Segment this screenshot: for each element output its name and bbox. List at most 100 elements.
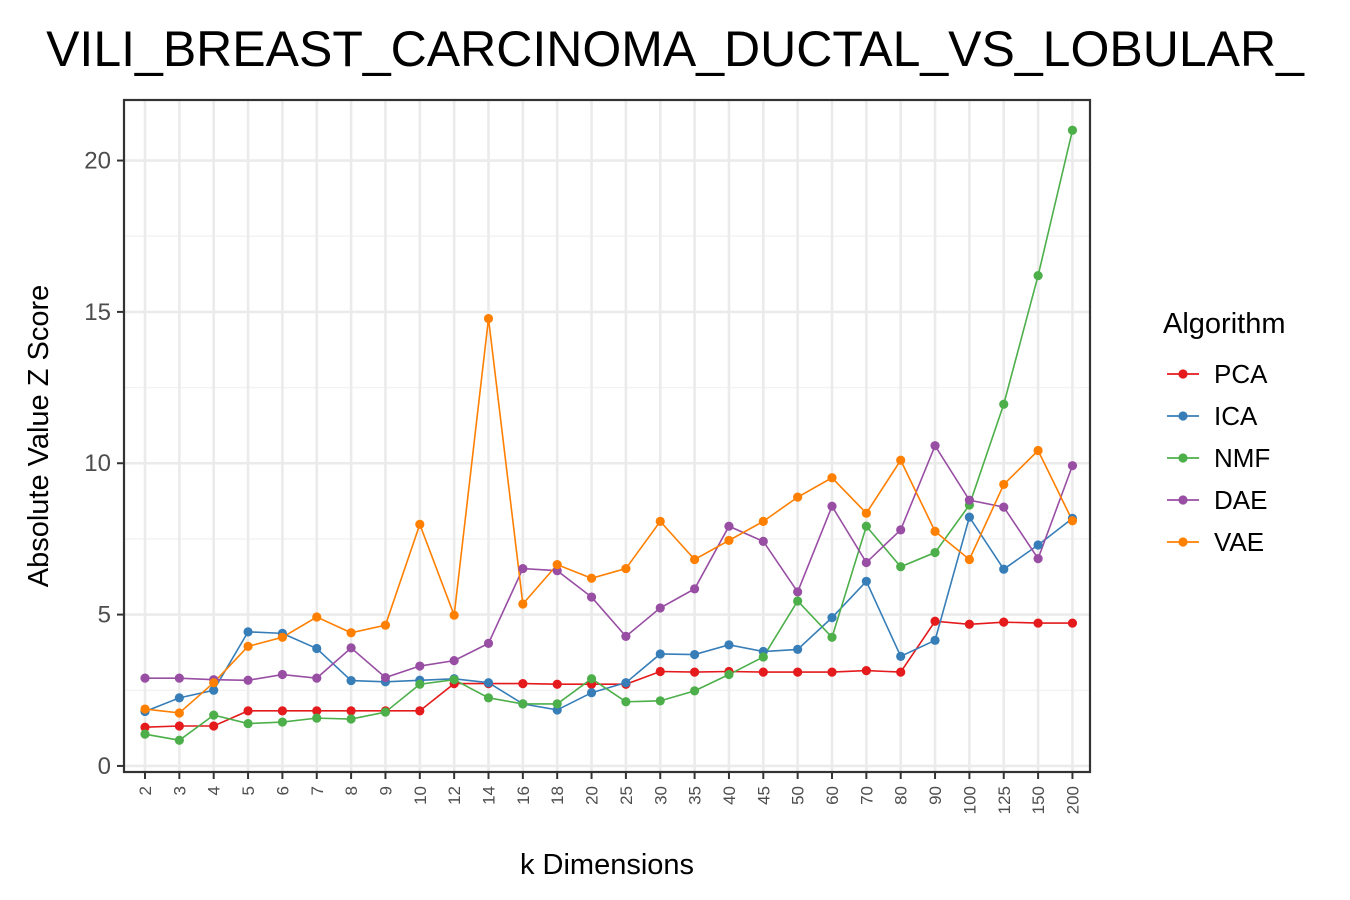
legend-key-point [1178, 537, 1188, 547]
data-point-vae [586, 573, 597, 583]
data-point-ica [793, 644, 803, 655]
data-point-pca [277, 706, 287, 716]
data-point-ica [964, 512, 975, 522]
data-point-dae [964, 495, 975, 505]
data-point-nmf [209, 710, 219, 720]
data-point-dae [896, 525, 906, 535]
data-point-dae [724, 521, 734, 531]
data-point-vae [518, 599, 528, 609]
data-point-ica [621, 678, 631, 688]
data-point-pca [552, 679, 562, 689]
data-point-vae [312, 612, 322, 622]
x-tick-label: 8 [342, 786, 361, 795]
data-point-dae [930, 441, 940, 451]
x-axis-label: k Dimensions [520, 849, 694, 881]
legend-item-ica: ICA [1167, 401, 1258, 431]
data-point-vae [896, 455, 906, 465]
x-tick-label: 150 [1029, 786, 1048, 814]
x-tick-label: 50 [789, 786, 808, 805]
x-tick-label: 16 [514, 786, 533, 805]
legend-item-vae: VAE [1167, 527, 1264, 557]
data-point-vae [415, 519, 425, 529]
data-point-pca [964, 619, 975, 629]
data-point-dae [174, 673, 184, 683]
data-point-vae [243, 641, 253, 651]
data-point-dae [449, 656, 459, 666]
data-point-dae [861, 557, 871, 568]
data-point-ica [827, 613, 837, 623]
data-point-dae [1033, 553, 1043, 564]
data-point-nmf [793, 596, 803, 606]
data-point-vae [758, 516, 768, 526]
x-tick-label: 200 [1063, 786, 1082, 814]
data-point-ica [346, 675, 356, 686]
data-point-pca [346, 706, 356, 716]
data-point-dae [827, 501, 837, 511]
data-point-vae [655, 516, 665, 526]
x-tick-label: 70 [857, 786, 876, 805]
y-tick-label: 20 [84, 148, 111, 175]
series-points [140, 125, 1078, 745]
data-point-nmf [1067, 125, 1078, 135]
data-point-nmf [896, 562, 906, 572]
data-point-dae [483, 638, 494, 648]
legend-items: PCA ICA NMF DAE VAE [1167, 359, 1270, 557]
x-tick-label: 10 [411, 786, 430, 805]
data-point-dae [655, 603, 665, 613]
data-point-dae [518, 563, 528, 574]
data-point-pca [861, 665, 871, 676]
data-point-pca [690, 667, 700, 677]
x-tick-label: 90 [926, 786, 945, 805]
legend-item-dae: DAE [1167, 485, 1267, 515]
data-point-nmf [277, 717, 287, 727]
x-tick-label: 6 [273, 786, 292, 795]
data-point-dae [277, 669, 287, 680]
legend-label: NMF [1214, 443, 1270, 473]
data-point-dae [758, 536, 768, 546]
data-point-ica [655, 649, 665, 659]
data-point-pca [518, 679, 528, 689]
x-tick-label: 9 [376, 786, 395, 795]
data-point-pca [655, 666, 665, 677]
data-point-pca [758, 667, 768, 677]
data-point-pca [415, 706, 425, 716]
chart-title: VILI_BREAST_CARCINOMA_DUCTAL_VS_LOBULAR_ [46, 21, 1305, 77]
data-point-vae [346, 628, 356, 638]
x-tick-label: 5 [239, 786, 258, 795]
legend-key-point [1178, 495, 1188, 505]
data-point-dae [380, 672, 391, 683]
y-tick-label: 10 [84, 450, 111, 477]
x-tick-label: 35 [686, 786, 705, 805]
data-point-dae [346, 643, 356, 653]
data-point-vae [964, 554, 975, 565]
legend-label: DAE [1214, 485, 1267, 515]
series-line-nmf [144, 130, 1074, 742]
data-point-pca [999, 617, 1009, 627]
x-tick-label: 3 [170, 786, 189, 795]
legend-item-pca: PCA [1167, 359, 1268, 389]
x-tick-label: 30 [651, 786, 670, 805]
data-point-ica [586, 688, 597, 698]
legend-label: VAE [1214, 527, 1264, 557]
data-point-nmf [690, 686, 700, 696]
data-point-nmf [380, 707, 391, 717]
data-point-dae [243, 675, 253, 685]
data-point-ica [174, 693, 184, 703]
data-point-vae [621, 563, 631, 574]
data-point-nmf [621, 697, 631, 707]
data-point-nmf [655, 696, 665, 706]
series-line-dae [145, 443, 1074, 682]
x-tick-label: 40 [720, 786, 739, 805]
legend-title: Algorithm [1163, 308, 1286, 340]
data-point-vae [827, 473, 837, 483]
data-point-pca [174, 721, 184, 731]
series-line-ica [144, 515, 1073, 713]
data-point-ica [724, 640, 734, 650]
data-point-vae [1033, 445, 1043, 456]
minor-gridlines [124, 235, 1090, 691]
major-gridlines [124, 100, 1090, 772]
x-tick-label: 100 [960, 786, 979, 814]
data-point-vae [140, 704, 150, 714]
x-tick-label: 45 [754, 786, 773, 805]
data-point-pca [209, 721, 219, 731]
